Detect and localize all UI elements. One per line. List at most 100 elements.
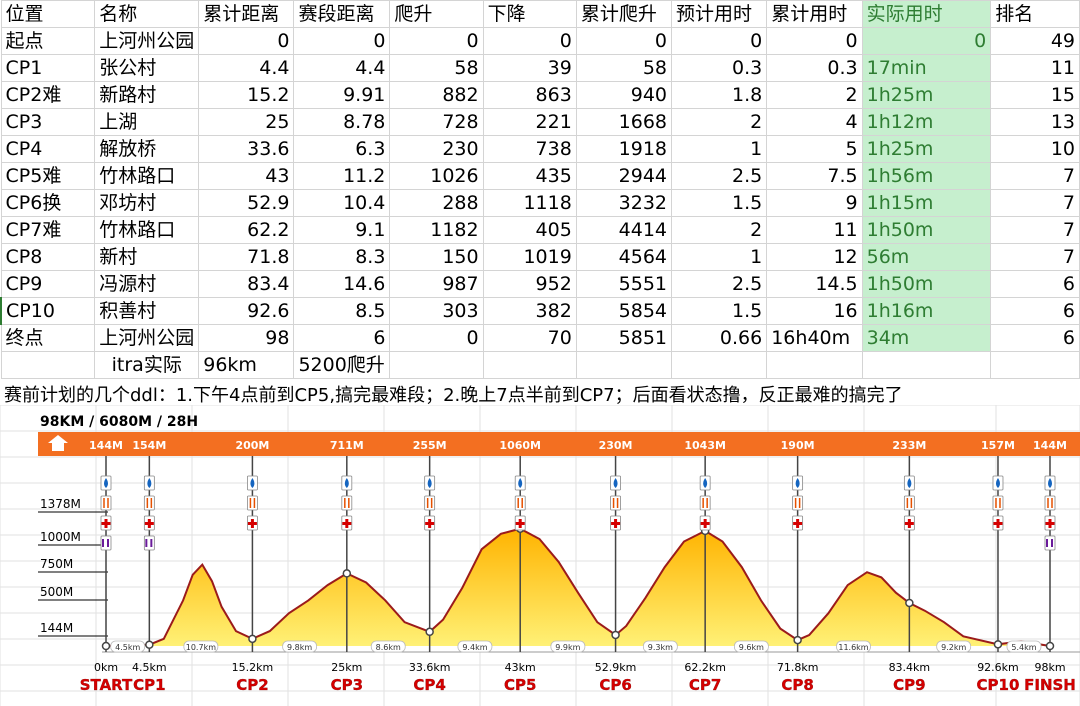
cell[interactable]: 5551: [575, 270, 673, 298]
cell[interactable]: 56m: [861, 243, 992, 271]
cell[interactable]: 0: [389, 324, 484, 352]
cell[interactable]: 1h25m: [861, 81, 992, 109]
cell[interactable]: 96km: [198, 351, 295, 379]
cell[interactable]: 58: [575, 54, 673, 82]
cell[interactable]: 16h40m: [766, 324, 863, 352]
cell[interactable]: 14.6: [293, 270, 391, 298]
cell[interactable]: 14.5: [766, 270, 863, 298]
cell[interactable]: 1182: [389, 216, 484, 244]
cell[interactable]: 5200爬升: [293, 351, 391, 379]
cell[interactable]: CP7难: [0, 216, 96, 244]
cell[interactable]: [575, 351, 673, 379]
cell[interactable]: 15.2: [198, 81, 295, 109]
cell[interactable]: 15: [990, 81, 1080, 109]
cell[interactable]: 9.91: [293, 81, 391, 109]
cell[interactable]: 1026: [389, 162, 484, 190]
header-cell[interactable]: 下降: [482, 0, 577, 28]
cell[interactable]: 9: [766, 189, 863, 217]
cell[interactable]: 1118: [482, 189, 577, 217]
cell[interactable]: 7.5: [766, 162, 863, 190]
cell[interactable]: 0: [861, 27, 992, 55]
header-cell[interactable]: 排名: [990, 0, 1080, 28]
cell[interactable]: 1918: [575, 135, 673, 163]
cell[interactable]: 25: [198, 108, 295, 136]
cell[interactable]: 83.4: [198, 270, 295, 298]
cell[interactable]: 起点: [0, 27, 96, 55]
cell[interactable]: 0: [482, 27, 577, 55]
cell[interactable]: 6: [293, 324, 391, 352]
cell[interactable]: 728: [389, 108, 484, 136]
header-cell[interactable]: 预计用时: [671, 0, 768, 28]
cell[interactable]: 405: [482, 216, 577, 244]
cell[interactable]: 2.5: [671, 162, 768, 190]
cell[interactable]: [482, 351, 577, 379]
cell[interactable]: 1h16m: [861, 297, 992, 325]
cell[interactable]: 6.3: [293, 135, 391, 163]
cell[interactable]: 邓坊村: [94, 189, 200, 217]
cell[interactable]: 7: [990, 162, 1080, 190]
cell[interactable]: 0: [389, 27, 484, 55]
cell[interactable]: 435: [482, 162, 577, 190]
cell[interactable]: CP1: [0, 54, 96, 82]
cell[interactable]: 1.5: [671, 189, 768, 217]
cell[interactable]: CP4: [0, 135, 96, 163]
cell[interactable]: 71.8: [198, 243, 295, 271]
cell[interactable]: 39: [482, 54, 577, 82]
cell[interactable]: 288: [389, 189, 484, 217]
cell[interactable]: 4.4: [293, 54, 391, 82]
cell[interactable]: 冯源村: [94, 270, 200, 298]
cell[interactable]: 52.9: [198, 189, 295, 217]
cell[interactable]: 49: [990, 27, 1080, 55]
cell[interactable]: 1h50m: [861, 270, 992, 298]
cell[interactable]: 上湖: [94, 108, 200, 136]
cell[interactable]: 33.6: [198, 135, 295, 163]
cell[interactable]: 5851: [575, 324, 673, 352]
cell[interactable]: 882: [389, 81, 484, 109]
header-cell[interactable]: 累计爬升: [575, 0, 673, 28]
cell[interactable]: 1.8: [671, 81, 768, 109]
cell[interactable]: 7: [990, 189, 1080, 217]
cell[interactable]: [990, 351, 1080, 379]
cell[interactable]: 1h50m: [861, 216, 992, 244]
cell[interactable]: 4: [766, 108, 863, 136]
cell[interactable]: 1668: [575, 108, 673, 136]
cell[interactable]: 0: [293, 27, 391, 55]
cell[interactable]: CP9: [0, 270, 96, 298]
cell[interactable]: 0: [671, 27, 768, 55]
cell[interactable]: 2: [671, 108, 768, 136]
cell[interactable]: 0.66: [671, 324, 768, 352]
cell[interactable]: 17min: [861, 54, 992, 82]
cell[interactable]: 1h56m: [861, 162, 992, 190]
cell[interactable]: [0, 351, 96, 379]
header-cell[interactable]: 累计距离: [198, 0, 295, 28]
cell[interactable]: 13: [990, 108, 1080, 136]
cell[interactable]: 5854: [575, 297, 673, 325]
cell[interactable]: 43: [198, 162, 295, 190]
cell[interactable]: CP10: [0, 297, 96, 325]
cell[interactable]: 0: [766, 27, 863, 55]
cell[interactable]: 终点: [0, 324, 96, 352]
cell[interactable]: 8.78: [293, 108, 391, 136]
cell[interactable]: [861, 351, 992, 379]
cell[interactable]: 5: [766, 135, 863, 163]
cell[interactable]: 8.3: [293, 243, 391, 271]
cell[interactable]: 1h15m: [861, 189, 992, 217]
cell[interactable]: 新路村: [94, 81, 200, 109]
cell[interactable]: CP8: [0, 243, 96, 271]
cell[interactable]: 竹林路口: [94, 162, 200, 190]
cell[interactable]: 积善村: [94, 297, 200, 325]
cell[interactable]: 738: [482, 135, 577, 163]
cell[interactable]: CP6换: [0, 189, 96, 217]
cell[interactable]: 16: [766, 297, 863, 325]
cell[interactable]: 1: [671, 135, 768, 163]
cell[interactable]: [766, 351, 863, 379]
header-cell[interactable]: 实际用时: [861, 0, 992, 28]
cell[interactable]: 11: [990, 54, 1080, 82]
cell[interactable]: 11: [766, 216, 863, 244]
cell[interactable]: 4414: [575, 216, 673, 244]
cell[interactable]: 9.1: [293, 216, 391, 244]
header-cell[interactable]: 累计用时: [766, 0, 863, 28]
cell[interactable]: 98: [198, 324, 295, 352]
cell[interactable]: CP3: [0, 108, 96, 136]
cell[interactable]: 2: [671, 216, 768, 244]
